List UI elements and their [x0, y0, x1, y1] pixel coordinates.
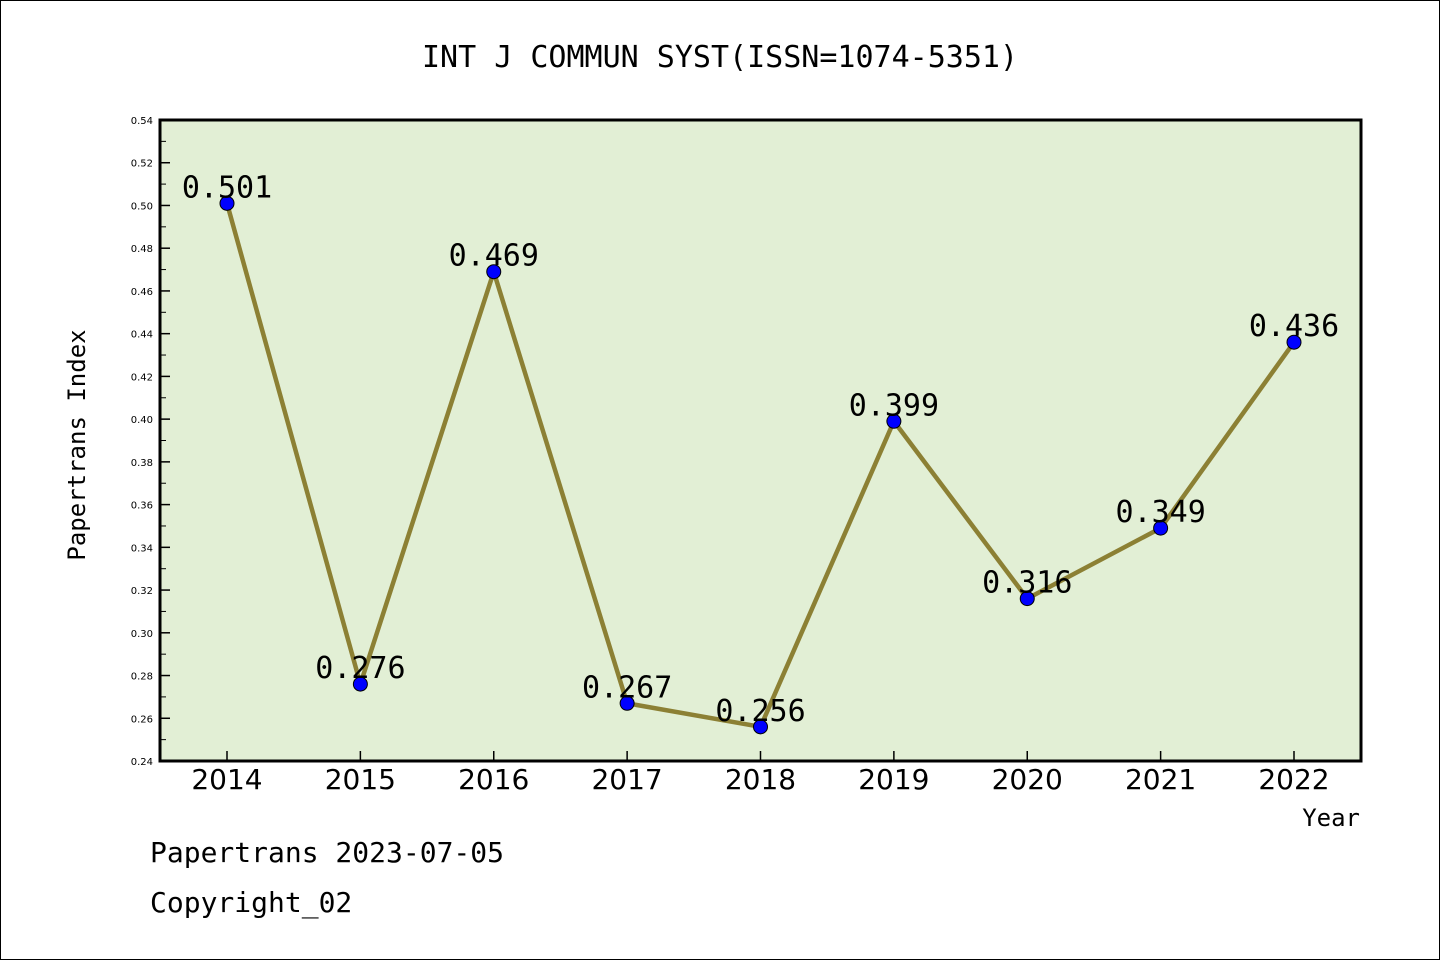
data-labels: 0.501 0.276 0.469 0.267 0.256 0.399 0.316 0.349… [182, 170, 1339, 728]
y-tick-label: 0.38 [131, 458, 153, 469]
data-label: 0.316 [982, 566, 1072, 601]
data-point [219, 195, 235, 211]
y-tick-label: 0.46 [131, 287, 153, 298]
series-markers [219, 195, 1302, 735]
y-tick-label: 0.50 [131, 201, 153, 212]
data-point [619, 695, 635, 711]
data-label: 0.399 [849, 388, 939, 423]
x-axis-label: Year [1302, 804, 1360, 832]
footer-date: Papertrans 2023-07-05 [150, 836, 505, 869]
data-label: 0.267 [582, 670, 672, 705]
data-label: 0.276 [315, 651, 405, 686]
data-point [1286, 334, 1302, 350]
y-tick-label: 0.40 [131, 415, 153, 426]
data-point [1019, 591, 1035, 607]
y-axis-label: Papertrans Index [63, 329, 91, 560]
data-label: 0.436 [1249, 309, 1339, 344]
x-tick-label: 2021 [1125, 763, 1196, 796]
footer-copyright: Copyright_02 [150, 886, 353, 919]
y-tick-label: 0.32 [131, 586, 153, 597]
data-point [886, 413, 902, 429]
y-tick-label: 0.30 [131, 629, 153, 640]
x-tick-label: 2019 [858, 763, 929, 796]
y-tick-label: 0.48 [131, 244, 153, 255]
data-label: 0.349 [1115, 495, 1205, 530]
data-point [486, 264, 502, 280]
y-tick-label: 0.54 [131, 116, 153, 127]
x-tick-label: 2018 [725, 763, 796, 796]
x-tick-label: 2020 [992, 763, 1063, 796]
data-label: 0.469 [449, 239, 539, 274]
data-point [352, 676, 368, 692]
x-tick-label: 2015 [325, 763, 396, 796]
data-label: 0.501 [182, 170, 272, 205]
x-axis: 2014 2015 2016 2017 2018 2019 2020 2021 2022 [191, 751, 1330, 796]
y-tick-label: 0.52 [131, 159, 153, 170]
data-label: 0.256 [715, 694, 805, 729]
y-tick-label: 0.44 [131, 330, 153, 341]
y-tick-label: 0.42 [131, 372, 153, 383]
plot-area [158, 118, 1363, 763]
y-tick-label: 0.24 [131, 757, 153, 768]
x-tick-label: 2017 [591, 763, 662, 796]
x-tick-label: 2016 [458, 763, 529, 796]
data-point [1153, 520, 1169, 536]
x-tick-label: 2014 [191, 763, 262, 796]
data-point [753, 719, 768, 735]
y-tick-label: 0.28 [131, 672, 153, 683]
y-tick-label: 0.34 [131, 543, 153, 554]
y-tick-label: 0.26 [131, 714, 153, 725]
y-axis: 0.24 0.26 0.28 0.30 0.32 0.34 0.36 0.38 0.40 0.42… [131, 116, 170, 768]
y-tick-label: 0.36 [131, 501, 153, 512]
x-tick-label: 2022 [1258, 763, 1329, 796]
chart-title: INT J COMMUN SYST(ISSN=1074-5351) [422, 40, 1018, 75]
